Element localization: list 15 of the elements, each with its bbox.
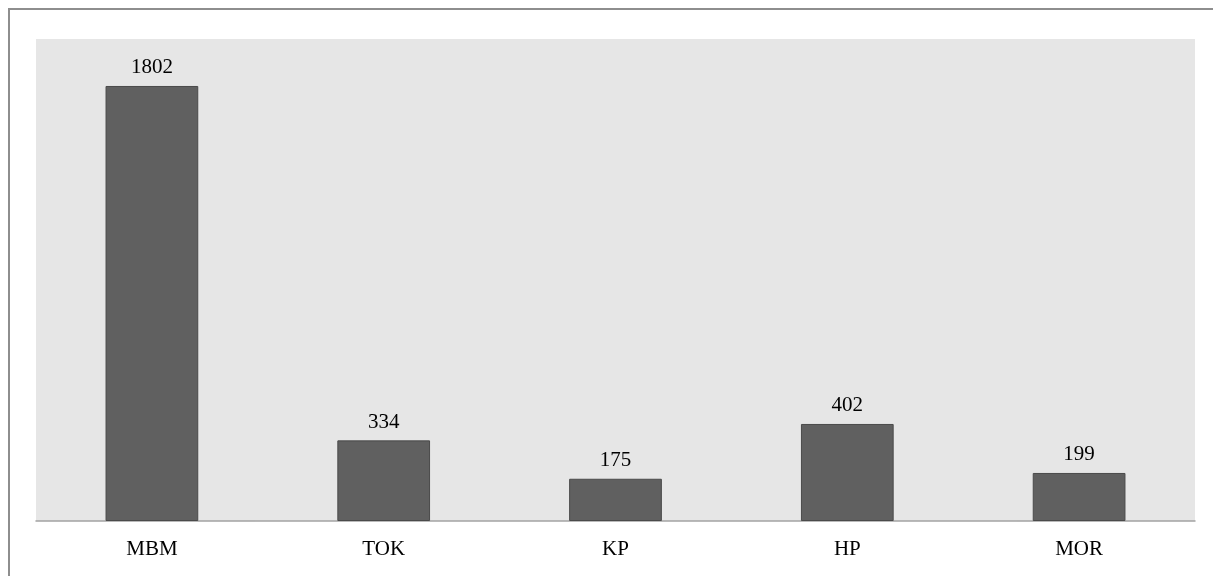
x-tick-label: MBM	[126, 535, 178, 560]
x-tick-label: KP	[602, 535, 629, 560]
bar	[1032, 472, 1126, 521]
data-label: 334	[367, 408, 400, 433]
bar	[105, 85, 199, 521]
bar	[800, 423, 894, 521]
data-label: 199	[1063, 441, 1095, 466]
x-tick-label: HP	[833, 535, 861, 560]
x-tick-label: TOK	[362, 535, 406, 560]
data-label: 1802	[130, 54, 173, 79]
bar	[337, 440, 431, 521]
bar	[569, 478, 662, 521]
data-label: 175	[599, 447, 632, 472]
x-tick-label: MOR	[1055, 535, 1104, 560]
data-label: 402	[831, 392, 864, 417]
